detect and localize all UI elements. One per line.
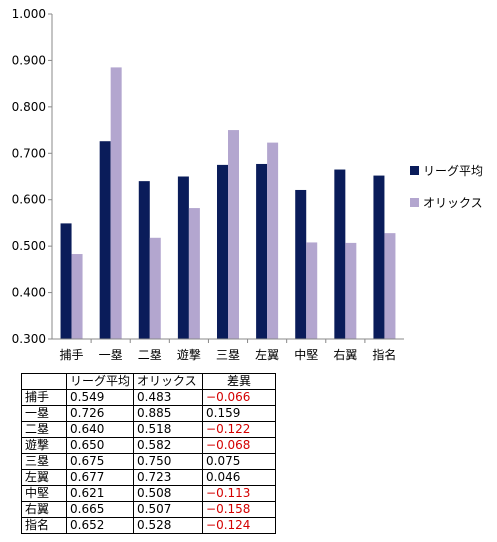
bar-orix-0: [71, 254, 83, 339]
y-tick-label: 1.000: [12, 7, 46, 21]
y-tick-label: 0.900: [12, 53, 46, 67]
orix-value: 0.518: [133, 421, 204, 438]
legend: リーグ平均 オリックス: [410, 160, 483, 224]
bar-league-3: [177, 176, 189, 339]
row-label: 捕手: [21, 389, 67, 406]
league-value: 0.665: [65, 501, 135, 518]
table-header-cell: [21, 373, 67, 390]
x-tick-label: 捕手: [60, 347, 84, 362]
diff-value: −0.124: [202, 517, 277, 534]
x-tick-label: 右翼: [333, 347, 357, 362]
table-row: 左翼 0.677 0.723 0.046: [21, 469, 277, 486]
league-value: 0.650: [65, 437, 135, 454]
y-tick-label: 0.400: [12, 286, 46, 300]
diff-value: −0.066: [202, 389, 277, 406]
league-value: 0.549: [65, 389, 135, 406]
legend-item-league: リーグ平均: [410, 160, 483, 180]
diff-value: 0.159: [202, 405, 277, 422]
league-value: 0.621: [65, 485, 135, 502]
row-label: 右翼: [21, 501, 67, 518]
table-row: 中堅 0.621 0.508 −0.113: [21, 485, 277, 502]
row-label: 中堅: [21, 485, 67, 502]
legend-swatch-orix: [410, 197, 419, 207]
x-tick-label: 遊撃: [177, 347, 201, 362]
x-tick-label: 中堅: [294, 347, 318, 362]
x-tick-label: 二塁: [138, 348, 162, 362]
table-row: 捕手 0.549 0.483 −0.066: [21, 389, 277, 406]
bar-orix-6: [306, 242, 318, 339]
bar-orix-3: [188, 208, 200, 339]
league-value: 0.640: [65, 421, 135, 438]
legend-label-orix: オリックス: [423, 195, 483, 210]
x-tick-label: 一塁: [99, 348, 123, 362]
orix-value: 0.483: [133, 389, 204, 406]
y-tick-label: 0.700: [12, 146, 46, 160]
bar-orix-1: [110, 67, 122, 340]
orix-value: 0.507: [133, 501, 204, 518]
orix-value: 0.885: [133, 405, 204, 422]
y-tick-label: 0.300: [12, 332, 46, 346]
bar-orix-4: [228, 130, 239, 339]
bars: [60, 67, 396, 340]
row-label: 遊撃: [21, 437, 67, 454]
diff-value: −0.068: [202, 437, 277, 454]
x-tick-label: 指名: [372, 347, 396, 362]
y-tick-label: 0.500: [12, 239, 46, 253]
diff-value: −0.158: [202, 501, 277, 518]
bar-orix-8: [384, 233, 396, 339]
bar-orix-7: [345, 242, 357, 339]
row-label: 二塁: [21, 421, 67, 438]
row-label: 指名: [21, 517, 67, 534]
y-axis: 0.300 0.400 0.500 0.600 0.700 0.800 0.900 1.000: [12, 7, 52, 346]
orix-value: 0.750: [133, 453, 204, 470]
legend-swatch-league: [410, 165, 419, 175]
diff-value: −0.122: [202, 421, 277, 438]
table-row: 遊撃 0.650 0.582 −0.068: [21, 437, 277, 454]
x-tick-label: 左翼: [255, 347, 279, 362]
league-value: 0.675: [65, 453, 135, 470]
table-row: 指名 0.652 0.528 −0.124: [21, 517, 277, 534]
table-header-row: リーグ平均 オリックス 差異: [21, 373, 277, 390]
y-tick-label: 0.800: [12, 100, 46, 114]
table-row: 三塁 0.675 0.750 0.075: [21, 453, 277, 470]
x-axis: 捕手 一塁 二塁 遊撃 三塁 左翼 中堅 右翼 指名: [60, 339, 396, 362]
orix-value: 0.528: [133, 517, 204, 534]
legend-label-league: リーグ平均: [423, 163, 484, 178]
table-row: 右翼 0.665 0.507 −0.158: [21, 501, 277, 518]
data-table: リーグ平均 オリックス 差異 捕手 0.549 0.483 −0.066 一塁 0.726 0.8…: [21, 373, 277, 534]
bar-league-0: [60, 223, 72, 339]
league-value: 0.726: [65, 405, 135, 422]
diff-value: 0.046: [202, 469, 277, 486]
table-header-cell: 差異: [202, 373, 277, 390]
table-row: 二塁 0.640 0.518 −0.122: [21, 421, 277, 438]
league-value: 0.677: [65, 469, 135, 486]
orix-value: 0.508: [133, 485, 204, 502]
bar-orix-2: [149, 237, 161, 339]
league-value: 0.652: [65, 517, 135, 534]
row-label: 三塁: [21, 453, 67, 470]
orix-value: 0.582: [133, 437, 204, 454]
bar-league-6: [295, 189, 307, 339]
bar-league-5: [256, 163, 268, 339]
y-tick-label: 0.600: [12, 193, 46, 207]
table-header-cell: リーグ平均: [65, 373, 135, 390]
bar-league-4: [217, 164, 228, 339]
bar-chart: 0.300 0.400 0.500 0.600 0.700 0.800 0.900 1.000…: [12, 7, 404, 362]
bar-league-1: [99, 141, 111, 339]
row-label: 左翼: [21, 469, 67, 486]
orix-value: 0.723: [133, 469, 204, 486]
bar-league-8: [373, 175, 385, 339]
x-tick-label: 三塁: [216, 348, 240, 362]
legend-item-orix: オリックス: [410, 192, 483, 212]
bar-league-7: [334, 169, 346, 339]
table-row: 一塁 0.726 0.885 0.159: [21, 405, 277, 422]
row-label: 一塁: [21, 405, 67, 422]
diff-value: 0.075: [202, 453, 277, 470]
diff-value: −0.113: [202, 485, 277, 502]
table-header-cell: オリックス: [133, 373, 204, 390]
bar-league-2: [138, 181, 150, 339]
bar-orix-5: [267, 142, 279, 339]
